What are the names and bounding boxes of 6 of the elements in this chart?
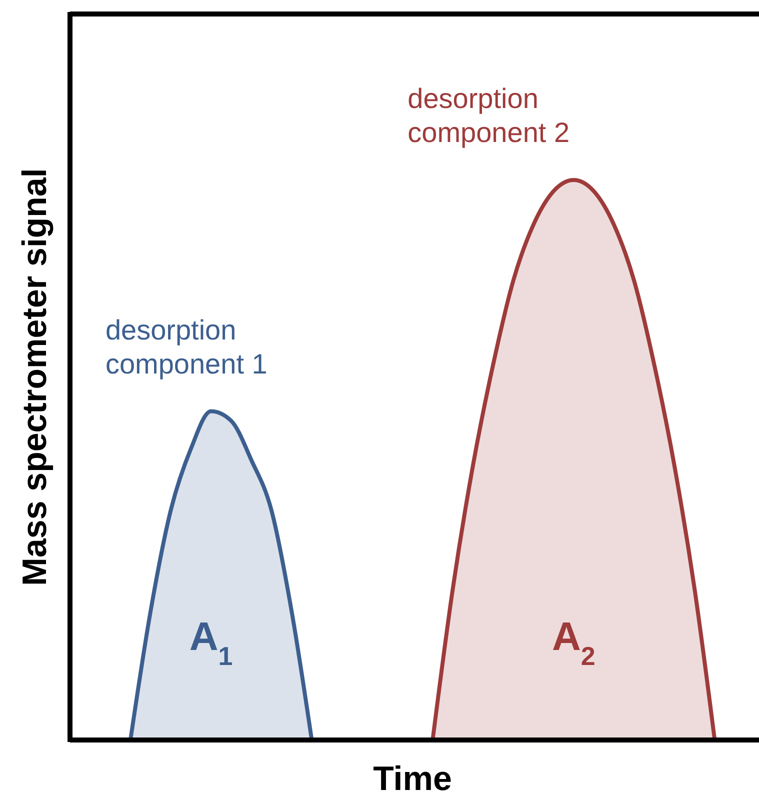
annotation: A$_{1}$	[189, 615, 233, 671]
annotation: A$_{2}$	[552, 615, 596, 671]
x-axis-title: Time	[373, 760, 452, 798]
series-label: desorption component 1	[105, 314, 268, 380]
series-label: desorption component 2	[408, 83, 570, 148]
y-axis-title: Mass spectrometer signal	[16, 168, 54, 586]
